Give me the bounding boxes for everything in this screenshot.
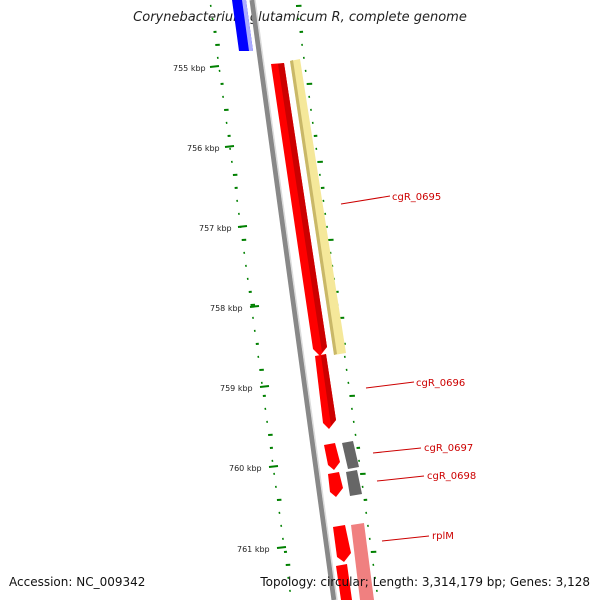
tick-mark [224,145,235,148]
gene-cgR_0696-shade [321,354,336,426]
gray-feature-0698[interactable] [346,470,362,496]
tick-mark [209,65,220,68]
kbp-axis: 755 kbp 756 kbp 757 kbp 758 kbp 759 kbp … [173,64,287,554]
gene-cgR_0695-shade [278,63,327,352]
gene-rplM[interactable] [333,525,351,562]
label-leader [372,447,422,454]
gene-next[interactable] [336,564,352,600]
gene-cgR_0697[interactable] [324,443,340,470]
tick-mark [249,305,260,308]
yellow-feature[interactable] [290,59,346,355]
label-leader [381,535,430,542]
gene-cgR_0698[interactable] [328,472,343,497]
tick-label: 755 kbp [173,64,206,73]
gc-track-left [209,4,291,592]
accession-label: Accession: NC_009342 [9,575,146,589]
tick-mark [268,465,279,468]
gene-label-rplM[interactable]: rplM [432,531,454,542]
tick-mark [237,225,248,228]
gray-feature-0697[interactable] [342,441,359,469]
tick-mark [276,546,287,549]
label-leader [340,195,391,205]
gene-labels: cgR_0695 cgR_0696 cgR_0697 cgR_0698 rplM [340,192,476,542]
gene-label-cgR_0695[interactable]: cgR_0695 [392,192,441,203]
tick-label: 759 kbp [220,384,253,393]
tick-label: 760 kbp [229,464,262,473]
blue-feature-shade [242,0,253,51]
tick-label: 758 kbp [210,304,243,313]
genome-backbone [249,0,337,600]
topology-label: Topology: circular; Length: 3,314,179 bp… [260,575,590,589]
tick-label: 761 kbp [237,545,270,554]
backbone-highlight [254,0,338,600]
pink-feature-rplM[interactable] [351,523,374,600]
map-title: Corynebacterium glutamicum R, complete g… [133,10,467,25]
yellow-feature-shade [290,60,337,355]
tick-label: 756 kbp [187,144,220,153]
gene-label-cgR_0696[interactable]: cgR_0696 [416,378,465,389]
gene-label-cgR_0698[interactable]: cgR_0698 [427,471,476,482]
label-leader [376,475,425,482]
gene-label-cgR_0697[interactable]: cgR_0697 [424,443,473,454]
gc-track-right [295,4,378,592]
label-leader [365,381,415,389]
tick-mark [259,385,270,388]
tick-label: 757 kbp [199,224,232,233]
